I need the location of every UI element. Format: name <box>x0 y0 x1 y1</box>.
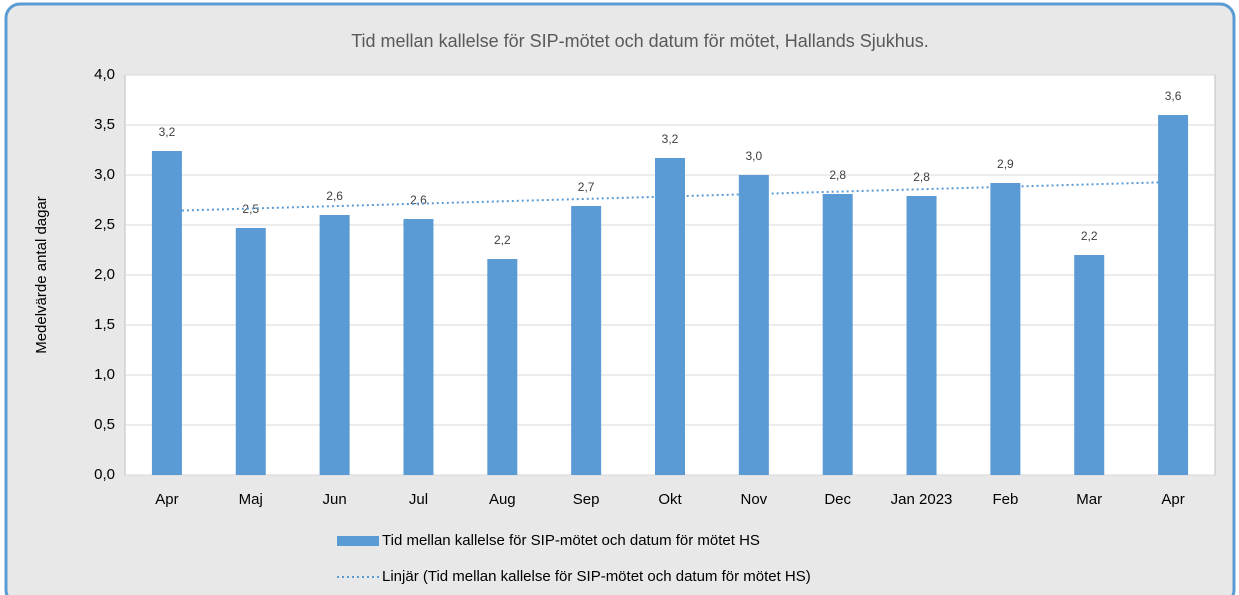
bar <box>403 219 434 475</box>
y-axis-label: Medelvärde antal dagar <box>33 196 50 354</box>
x-tick-label: Okt <box>658 491 682 508</box>
data-label: 2,6 <box>410 193 427 207</box>
legend-label: Tid mellan kallelse för SIP-mötet och da… <box>382 532 760 549</box>
bar <box>487 259 518 475</box>
data-label: 2,8 <box>913 170 930 184</box>
y-tick-label: 3,5 <box>94 116 115 133</box>
data-label: 2,2 <box>1081 229 1098 243</box>
x-tick-label: Feb <box>992 491 1018 508</box>
bar <box>319 215 350 475</box>
x-tick-label: Apr <box>1161 491 1184 508</box>
data-label: 2,9 <box>997 157 1014 171</box>
x-tick-label: Apr <box>155 491 178 508</box>
data-label: 2,8 <box>829 168 846 182</box>
x-tick-label: Maj <box>239 491 263 508</box>
bar <box>822 194 853 475</box>
x-tick-label: Jul <box>409 491 428 508</box>
y-tick-label: 3,0 <box>94 166 115 183</box>
data-label: 3,2 <box>159 125 176 139</box>
bar <box>235 228 266 475</box>
legend-label: Linjär (Tid mellan kallelse för SIP-möte… <box>382 568 811 585</box>
x-tick-label: Nov <box>741 491 768 508</box>
x-tick-label: Mar <box>1076 491 1102 508</box>
x-tick-label: Sep <box>573 491 600 508</box>
x-tick-label: Jan 2023 <box>891 491 953 508</box>
y-tick-label: 2,0 <box>94 266 115 283</box>
x-tick-label: Jun <box>323 491 347 508</box>
data-label: 3,6 <box>1165 89 1182 103</box>
chart-title: Tid mellan kallelse för SIP-mötet och da… <box>351 31 929 51</box>
y-tick-label: 4,0 <box>94 66 115 83</box>
y-tick-label: 0,0 <box>94 466 115 483</box>
bar <box>571 206 602 475</box>
y-tick-label: 2,5 <box>94 216 115 233</box>
bar <box>151 151 182 475</box>
legend-swatch <box>337 536 379 546</box>
bar <box>738 175 769 475</box>
data-label: 2,7 <box>578 180 595 194</box>
y-tick-label: 1,5 <box>94 316 115 333</box>
y-tick-label: 0,5 <box>94 416 115 433</box>
data-label: 2,2 <box>494 233 511 247</box>
bar <box>655 158 685 475</box>
data-label: 3,0 <box>746 149 763 163</box>
data-label: 2,6 <box>326 189 343 203</box>
bar <box>906 196 937 475</box>
bar <box>990 183 1021 475</box>
bar <box>1074 255 1105 475</box>
data-label: 3,2 <box>662 132 679 146</box>
x-tick-label: Dec <box>824 491 851 508</box>
bar <box>1158 115 1189 475</box>
x-tick-label: Aug <box>489 491 516 508</box>
data-label: 2,5 <box>242 202 259 216</box>
y-tick-label: 1,0 <box>94 366 115 383</box>
